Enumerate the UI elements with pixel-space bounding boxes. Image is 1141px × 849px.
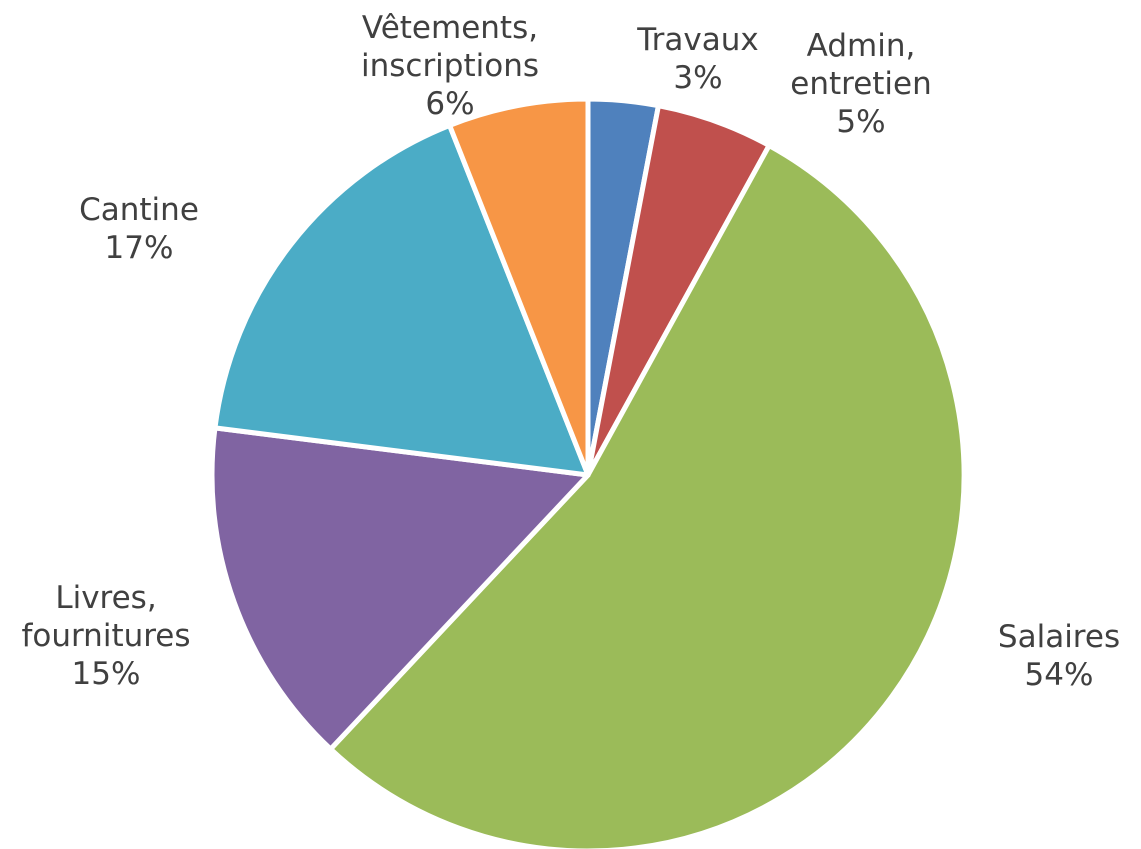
data-label-5: Cantine 17% — [79, 192, 199, 266]
data-label-2: Admin, entretien 5% — [790, 28, 932, 140]
data-label-1: Travaux 3% — [636, 22, 758, 96]
data-label-category: fournitures — [21, 618, 190, 654]
data-label-3: Salaires 54% — [998, 619, 1120, 693]
data-label-category: Salaires — [998, 619, 1120, 655]
data-label-category: Cantine — [79, 192, 199, 228]
data-label-percent: 6% — [425, 86, 474, 122]
data-label-percent: 17% — [105, 230, 174, 266]
data-label-category: inscriptions — [361, 48, 539, 84]
pie-slice-6 — [447, 96, 591, 478]
pie-slice-3 — [328, 143, 967, 849]
data-label-percent: 15% — [72, 656, 141, 692]
pie-slices — [209, 96, 967, 849]
data-label-category: Vêtements, — [362, 10, 538, 46]
pie-slice-4 — [209, 425, 591, 752]
data-label-percent: 54% — [1025, 657, 1094, 693]
data-label-6: Vêtements, inscriptions 6% — [361, 10, 539, 122]
pie-slice-5 — [212, 122, 591, 478]
data-label-4: Livres, fournitures 15% — [21, 580, 190, 692]
data-label-percent: 3% — [673, 60, 722, 96]
data-label-category: Livres, — [55, 580, 156, 616]
data-label-percent: 5% — [836, 104, 885, 140]
data-label-category: Admin, — [807, 28, 916, 64]
data-label-category: entretien — [790, 66, 932, 102]
pie-data-labels: Travaux 3% Admin, entretien 5% Salaires 54% Liv… — [21, 10, 1120, 693]
data-label-category: Travaux — [636, 22, 758, 58]
